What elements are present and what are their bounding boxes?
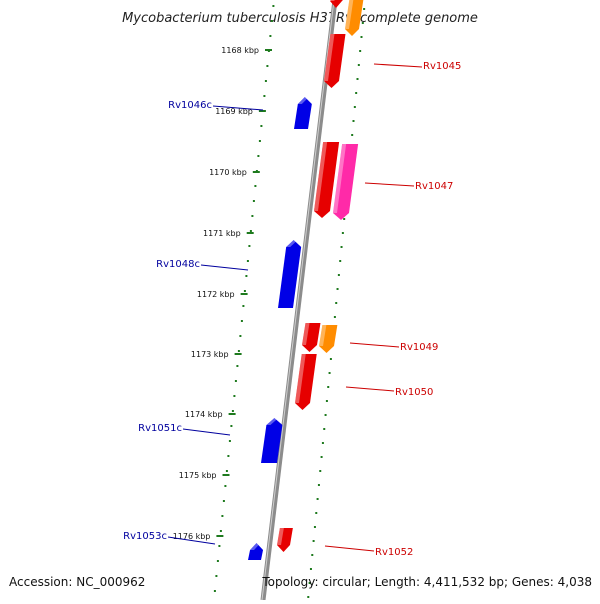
gene-arrow-rv1046c-body bbox=[294, 97, 312, 129]
leader-line-rv1053c bbox=[167, 536, 216, 545]
leader-line-rv1046c bbox=[212, 105, 264, 111]
genome-backbone bbox=[260, 0, 338, 601]
kbp-tick-label: 1168 kbp bbox=[221, 46, 259, 55]
kbp-tick-label: 1173 kbp bbox=[191, 350, 229, 359]
gene-arrow-rv1050-body bbox=[295, 354, 317, 410]
gene-arrow-rv1050-shine bbox=[295, 354, 306, 403]
gene-arrow-rv1048c-body bbox=[278, 240, 302, 308]
gene-arrow-rv1051c-body bbox=[261, 418, 283, 463]
feature-arrow-orange-top-shine bbox=[345, 0, 354, 29]
feature-arrow-orange-mid-shine bbox=[319, 325, 327, 346]
gene-arrow-rv1048c-shine bbox=[286, 240, 298, 247]
gene-arrow-rv1052-body bbox=[277, 528, 293, 552]
gene-arrow-rv1051c-shine bbox=[266, 418, 279, 425]
gene-arrow-rv1047[interactable] bbox=[314, 142, 340, 218]
feature-arrow-pink-shine bbox=[333, 144, 347, 213]
map-title: Mycobacterium tuberculosis H37Rv, comple… bbox=[122, 11, 478, 26]
gene-label-rv1045[interactable]: Rv1045 bbox=[423, 61, 461, 72]
gene-label-rv1052[interactable]: Rv1052 bbox=[375, 547, 413, 558]
gene-labels-layer: Rv1045 Rv1046c Rv1047 Rv1048c Rv1049 Rv1050 Rv… bbox=[123, 61, 461, 558]
kbp-tick-label: 1170 kbp bbox=[209, 168, 247, 177]
kbp-tick-label: 1172 kbp bbox=[197, 290, 235, 299]
gene-arrow-rv1047-shine bbox=[314, 142, 328, 211]
features-layer bbox=[248, 0, 364, 560]
leader-line-rv1045 bbox=[373, 63, 423, 68]
gene-label-rv1047[interactable]: Rv1047 bbox=[415, 181, 453, 192]
gene-label-rv1050[interactable]: Rv1050 bbox=[395, 387, 433, 398]
gene-arrow-rv1050[interactable] bbox=[295, 354, 317, 410]
gene-arrow-rv1046c-shine bbox=[297, 97, 309, 104]
feature-arrow-orange-top[interactable] bbox=[345, 0, 364, 36]
kbp-tick-label: 1174 kbp bbox=[185, 410, 223, 419]
leader-line-rv1048c bbox=[200, 264, 249, 271]
gene-label-rv1051c[interactable]: Rv1051c bbox=[138, 423, 182, 434]
leader-line-rv1049 bbox=[349, 342, 400, 348]
gene-label-rv1053c[interactable]: Rv1053c bbox=[123, 531, 167, 542]
gene-arrow-rv1045[interactable] bbox=[324, 34, 346, 88]
gene-arrow-rv1048c[interactable] bbox=[278, 240, 302, 308]
gene-arrow-rv1047-body bbox=[314, 142, 340, 218]
gene-arrow-rv1051c[interactable] bbox=[261, 418, 283, 463]
leader-line-rv1050 bbox=[345, 386, 395, 392]
gene-arrow-rv1046c[interactable] bbox=[294, 97, 312, 129]
feature-arrow-pink[interactable] bbox=[333, 144, 359, 220]
gene-arrow-rv1053c-shine bbox=[250, 543, 261, 550]
gene-arrow-rv1044-body bbox=[330, 0, 343, 8]
backbone-layer bbox=[260, 0, 338, 601]
gene-arrow-rv1044[interactable] bbox=[330, 0, 343, 8]
gene-arrow-rv1052-shine bbox=[277, 528, 284, 545]
gene-arrow-rv1049[interactable] bbox=[302, 323, 321, 352]
kbp-tick-label: 1169 kbp bbox=[215, 107, 253, 116]
leader-line-rv1052 bbox=[324, 545, 375, 552]
gene-label-rv1048c[interactable]: Rv1048c bbox=[156, 259, 200, 270]
kbp-tick-label: 1175 kbp bbox=[179, 471, 217, 480]
accession-text: Accession: NC_000962 bbox=[9, 575, 145, 589]
gene-label-rv1046c[interactable]: Rv1046c bbox=[168, 100, 212, 111]
feature-arrow-orange-mid-body bbox=[319, 325, 338, 353]
leader-line-rv1051c bbox=[182, 428, 231, 436]
genome-backbone-highlight bbox=[261, 0, 335, 601]
gene-arrow-rv1052[interactable] bbox=[277, 528, 293, 552]
gene-arrow-rv1044-shine bbox=[330, 0, 335, 1]
feature-arrow-orange-top-body bbox=[345, 0, 364, 36]
kbp-tick-label: 1176 kbp bbox=[173, 532, 211, 541]
gene-arrow-rv1049-body bbox=[302, 323, 321, 352]
gene-arrow-rv1053c[interactable] bbox=[248, 543, 264, 560]
kbp-tick-label: 1171 kbp bbox=[203, 229, 241, 238]
scale-ticks-layer: 1168 kbp 1169 kbp 1170 kbp 1171 kbp 1172 kbp… bbox=[173, 5, 366, 598]
feature-arrow-pink-body bbox=[333, 144, 359, 220]
feature-arrow-orange-mid[interactable] bbox=[319, 325, 338, 353]
gene-label-rv1049[interactable]: Rv1049 bbox=[400, 342, 438, 353]
leader-line-rv1047 bbox=[364, 182, 415, 187]
gene-arrow-rv1045-body bbox=[324, 34, 346, 88]
gene-arrow-rv1045-shine bbox=[324, 34, 335, 81]
genome-summary-text: Topology: circular; Length: 4,411,532 bp… bbox=[261, 575, 592, 589]
gene-arrow-rv1053c-body bbox=[248, 543, 264, 560]
gene-arrow-rv1049-shine bbox=[302, 323, 310, 345]
